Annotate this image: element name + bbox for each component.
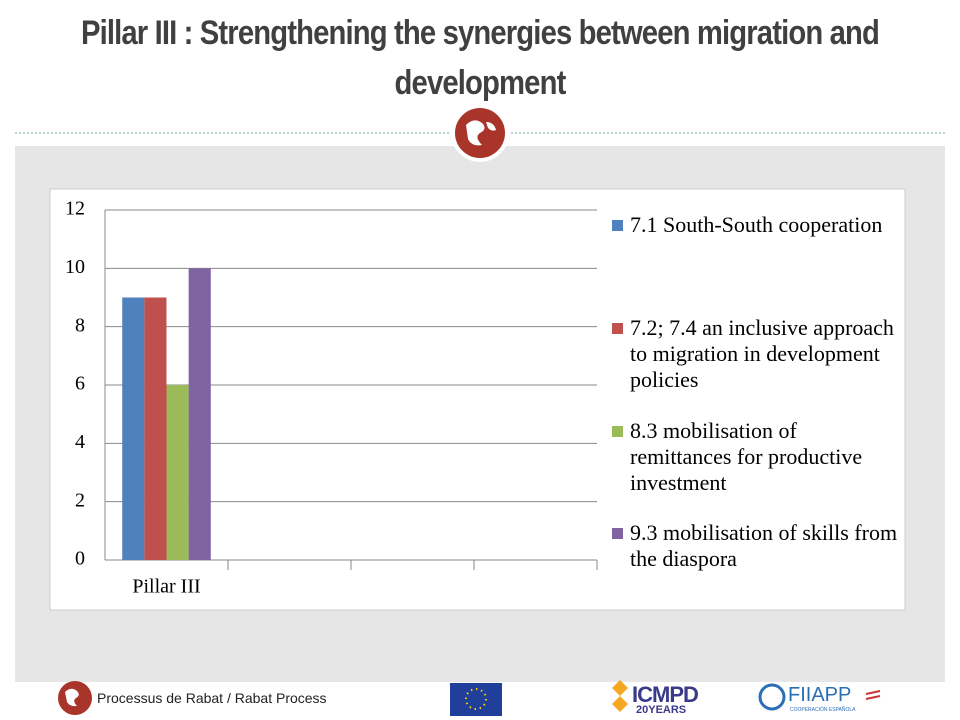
legend-swatch	[612, 220, 623, 231]
legend-swatch	[612, 528, 623, 539]
icmpd-name: ICMPD	[632, 682, 699, 707]
footer-logo-globe	[65, 688, 79, 707]
y-tick-label: 6	[75, 373, 85, 395]
bar	[166, 385, 189, 560]
legend-label: 7.1 South-South cooperation	[630, 212, 883, 237]
y-tick-label: 0	[75, 548, 85, 570]
plot: 0 2 4 6 8 10 12 Pillar III	[65, 198, 623, 598]
legend-label: 7.2; 7.4 an inclusive approach to migrat…	[630, 315, 894, 392]
bar	[188, 268, 211, 560]
icmpd-mark	[612, 680, 628, 712]
bar	[122, 297, 145, 560]
y-tick-label: 12	[65, 198, 85, 220]
eu-flag	[450, 683, 502, 716]
y-tick-label: 4	[75, 431, 85, 453]
fiiapp-mark	[758, 683, 786, 711]
fiiapp-sub: COOPERACIÓN ESPAÑOLA	[790, 707, 856, 713]
y-tick-label: 2	[75, 489, 85, 511]
y-tick-label: 8	[75, 314, 85, 336]
footer-text: Processus de Rabat / Rabat Process	[97, 690, 327, 706]
legend-label: 8.3 mobilisation of remittances for prod…	[630, 418, 863, 495]
logo-globe	[466, 120, 496, 146]
legend-label: 9.3 mobilisation of skills from the dias…	[630, 520, 898, 571]
legend-swatch	[612, 323, 623, 334]
slide-title: Pillar III : Strengthening the synergies…	[80, 14, 880, 102]
legend-swatch	[612, 426, 623, 437]
spain-mark	[865, 690, 881, 700]
x-tick-label: Pillar III	[132, 576, 200, 598]
fiiapp-name: FIIAPP	[788, 684, 852, 706]
eu-stars	[465, 688, 487, 710]
bar	[144, 297, 167, 560]
y-tick-label: 10	[65, 256, 85, 278]
icmpd-years: 20YEARS	[636, 704, 687, 716]
